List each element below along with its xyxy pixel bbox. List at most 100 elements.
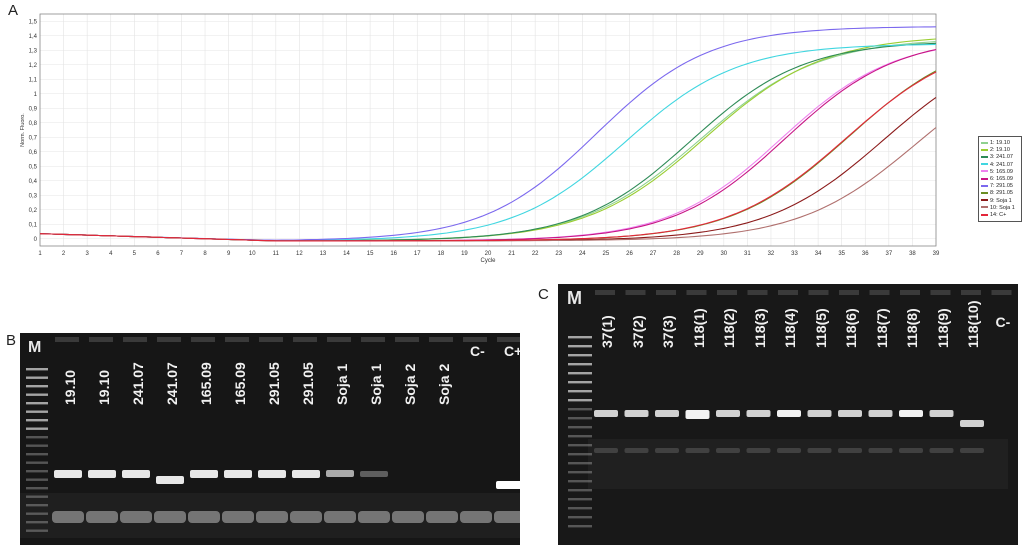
ladder-band: [26, 521, 48, 524]
y-tick-label: 0,9: [29, 106, 38, 112]
legend-swatch: [981, 191, 988, 194]
gel-c-lane-label: 118(8): [904, 308, 920, 348]
ladder-band: [568, 354, 592, 357]
pcr-band: [929, 410, 954, 417]
legend-label: 7: 291.05: [990, 183, 1013, 190]
gel-b-lane-label: Soja 2: [436, 363, 452, 405]
x-tick-label: 35: [838, 251, 845, 257]
y-axis-label: Norm. Fluoro.: [20, 113, 26, 147]
y-tick-label: 0,5: [29, 164, 38, 170]
y-tick-label: 1: [34, 92, 38, 98]
well: [747, 290, 768, 295]
well: [55, 337, 79, 342]
legend-item: 6: 165.09: [981, 175, 1013, 183]
x-tick-label: 1: [38, 251, 42, 257]
legend-swatch: [981, 148, 988, 151]
well: [123, 337, 147, 342]
pcr-band: [960, 420, 984, 427]
legend-label: 2: 19.10: [990, 147, 1010, 154]
ladder-band: [568, 435, 592, 438]
well: [625, 290, 646, 295]
x-tick-label: 17: [414, 251, 421, 257]
y-tick-label: 0,4: [29, 179, 38, 185]
x-tick-label: 23: [555, 251, 562, 257]
faint-band: [960, 448, 984, 453]
gel-c-lane-label: 118(1): [690, 308, 707, 348]
ladder-band: [568, 372, 592, 375]
legend-swatch: [981, 184, 988, 187]
well: [429, 337, 453, 342]
pcr-band: [190, 470, 218, 478]
primer-dimer: [324, 511, 356, 523]
x-axis-label: Cycle: [480, 258, 496, 264]
primer-dimer: [426, 511, 458, 523]
pcr-band: [655, 410, 679, 417]
x-tick-label: 3: [85, 251, 89, 257]
well: [463, 337, 487, 342]
x-tick-label: 8: [203, 251, 207, 257]
x-tick-label: 4: [109, 251, 113, 257]
x-tick-label: 19: [461, 251, 468, 257]
x-tick-label: 21: [508, 251, 515, 257]
legend-item: 3: 241.07: [981, 153, 1013, 161]
ladder-band: [26, 376, 48, 379]
legend-item: 10: Soja 1: [981, 204, 1015, 212]
x-tick-label: 37: [885, 251, 892, 257]
gel-c-lane-label: 118(7): [873, 308, 890, 348]
plot-frame: [39, 13, 937, 247]
primer-dimer: [256, 511, 288, 523]
well: [191, 337, 215, 342]
well: [595, 290, 615, 295]
gel-b: M 19.10 19.10 241.07 241.07 165.09 165.09 291.…: [20, 333, 520, 545]
well: [259, 337, 283, 342]
x-tick-label: 6: [156, 251, 160, 257]
ladder-band: [568, 525, 592, 528]
pcr-band: [156, 476, 184, 484]
well: [930, 290, 951, 295]
gel-c-lane-label: C-: [995, 314, 1011, 330]
gel-b-lane-label: Soja 1: [334, 363, 350, 405]
ladder-band: [568, 444, 592, 447]
gel-c-lane-label: 118(3): [751, 308, 768, 348]
ladder-band: [568, 498, 592, 501]
legend-item: 5: 165.09: [981, 168, 1013, 176]
x-tick-label: 36: [862, 251, 869, 257]
pcr-band: [224, 470, 252, 478]
well: [717, 290, 737, 295]
gel-b-lane-label: 291.05: [266, 362, 282, 405]
series-lines: [39, 26, 937, 242]
legend-swatch: [981, 141, 988, 144]
x-tick-label: 10: [249, 251, 256, 257]
primer-dimer: [392, 511, 424, 523]
x-tick-label: 28: [673, 251, 680, 257]
primer-dimer: [222, 511, 254, 523]
gel-c-lane-label: 118(4): [782, 308, 798, 348]
pcr-band: [624, 410, 649, 417]
pcr-band: [807, 410, 832, 417]
y-tick-label: 0,3: [29, 193, 38, 199]
gel-c-lane-label: 118(10): [965, 300, 981, 348]
faint-band: [624, 448, 649, 453]
pcr-band: [54, 470, 82, 478]
legend-label: 9: Soja 1: [990, 197, 1012, 204]
x-tick-label: 27: [650, 251, 657, 257]
x-tick-label: 26: [626, 251, 633, 257]
primer-dimer: [52, 511, 84, 523]
y-tick-label: 0,8: [29, 121, 38, 127]
well: [225, 337, 249, 342]
legend-item: 7: 291.05: [981, 182, 1013, 190]
x-tick-label: 2: [62, 251, 66, 257]
legend-label: 1: 19.10: [990, 140, 1010, 146]
y-tick-label: 0,6: [29, 150, 38, 156]
well: [869, 290, 890, 295]
legend-label: 4: 241.07: [990, 161, 1013, 168]
x-tick-label: 15: [367, 251, 374, 257]
amplification-chart: 1 2 3 4 5 6 7 8 9 10 11 12 13 14 15 16 17 18 19 20 21 22 23 24 2…: [20, 13, 940, 264]
x-tick-label: 18: [437, 251, 444, 257]
gel-c: M 37(1) 37(2) 37(3) 118(1) 118(2) 118(3) 118(4…: [558, 284, 1018, 545]
gel-b-lane-label: C+: [504, 343, 520, 359]
gel-c-lane-label: 118(5): [812, 308, 829, 348]
chart-grid: [39, 14, 937, 246]
ladder-band: [26, 419, 48, 422]
legend-label: 14: C+: [990, 212, 1007, 218]
